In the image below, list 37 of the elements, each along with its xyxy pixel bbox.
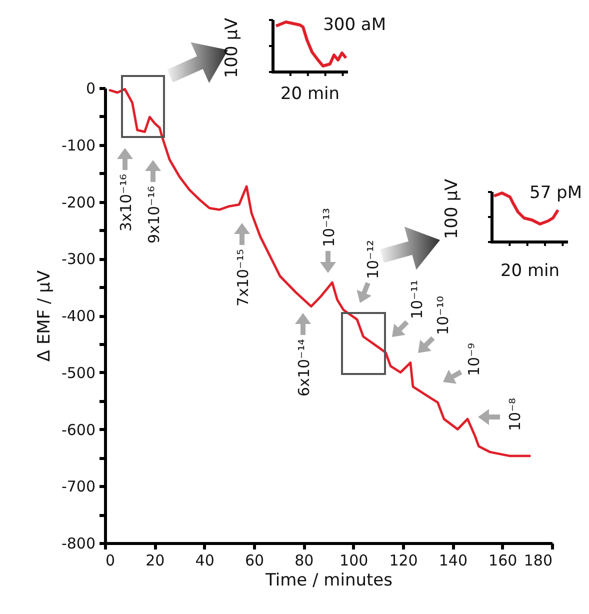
y-tick-label: -700	[61, 478, 96, 496]
x-tick-label: 140	[438, 552, 468, 570]
y-axis-title: Δ EMF / μV	[34, 270, 54, 362]
x-tick-label: 180	[524, 552, 552, 570]
x-tick-label: 120	[389, 552, 418, 570]
y-tick-label: 0	[86, 80, 96, 98]
annotation: 10⁻¹²	[364, 240, 382, 279]
annotation: 3x10⁻¹⁶	[117, 174, 135, 232]
x-tick-label: 40	[195, 552, 214, 570]
annotation: 7x10⁻¹⁵	[234, 249, 252, 306]
y-tick-label: -500	[61, 364, 96, 382]
annotation: 10⁻⁹	[465, 342, 483, 376]
y-tick-label: -300	[61, 250, 96, 268]
annotation: 100 μV	[442, 178, 462, 240]
annotation: 20 min	[280, 84, 340, 104]
annotation: 9x10⁻¹⁶	[145, 186, 163, 244]
y-tick-label: -800	[61, 534, 96, 552]
x-tick-label: 160	[488, 552, 518, 570]
x-tick-label: 0	[106, 552, 116, 570]
y-tick-label: -400	[61, 307, 96, 325]
annotation: 10⁻⁸	[506, 398, 524, 431]
text: 100 μV	[222, 17, 242, 78]
y-tick-label: -100	[61, 136, 96, 154]
x-axis-title: Time / minutes	[264, 570, 393, 590]
annotation: 6x10⁻¹⁴	[295, 339, 313, 396]
text: 300 aM	[323, 15, 386, 35]
y-tick-label: -200	[61, 193, 96, 212]
annotation: 10⁻¹¹	[408, 280, 426, 319]
annotation: 20 min	[500, 261, 560, 281]
x-tick-label: 20	[146, 552, 165, 570]
annotation: 10⁻¹⁰	[434, 296, 452, 335]
x-tick-label: 80	[294, 552, 314, 570]
annotation: 10⁻¹³	[320, 208, 338, 247]
x-tick-label: 100	[340, 552, 368, 570]
annotation: 57 pM	[530, 183, 582, 203]
x-tick-label: 60	[244, 552, 264, 570]
y-tick-label: -600	[61, 420, 96, 439]
